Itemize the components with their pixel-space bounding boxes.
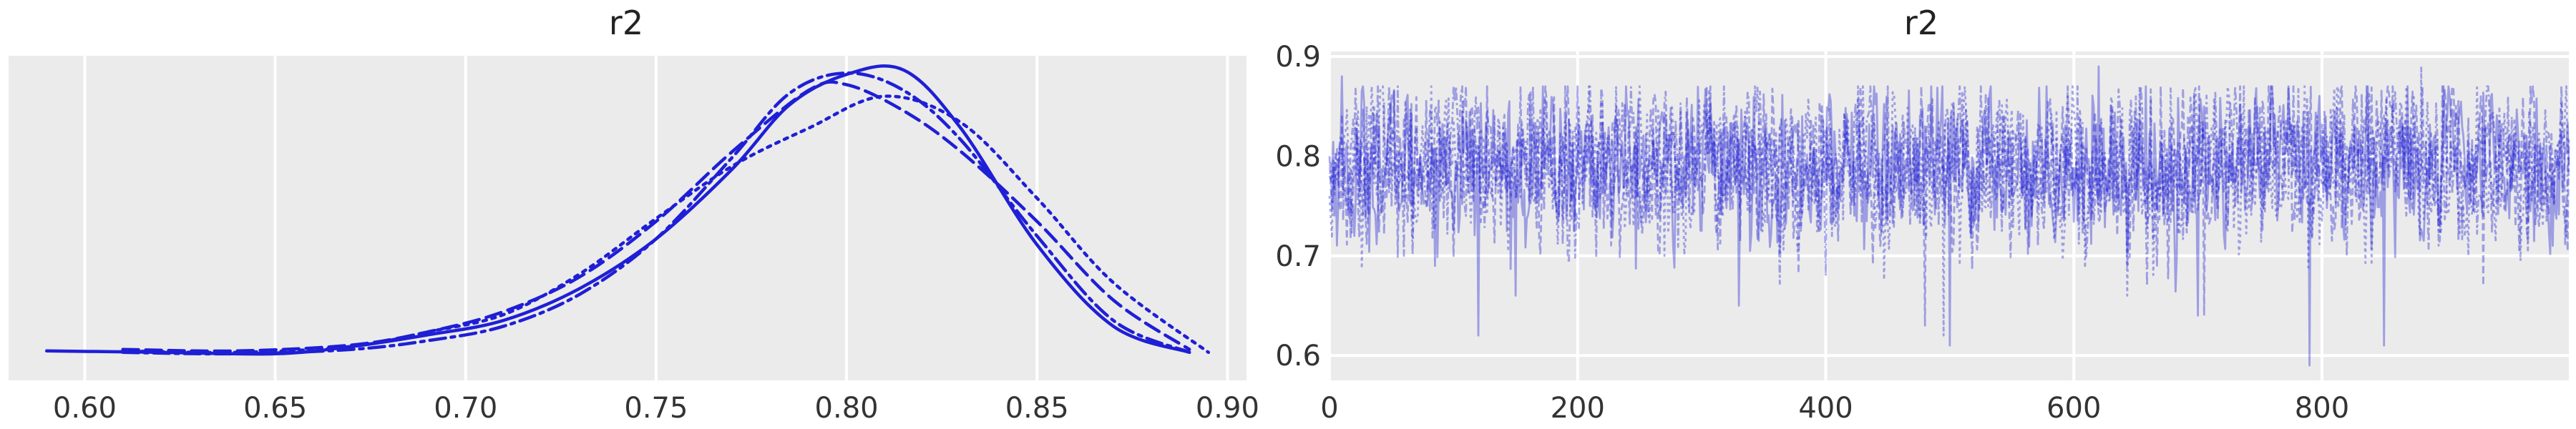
right-panel-title: r2	[1903, 4, 1939, 42]
y-tick-label: 0.8	[1275, 140, 1321, 173]
density-plot: 0.60 0.65 0.70 0.75 0.80 0.85 0.90	[9, 56, 1259, 425]
x-tick-label: 0.65	[243, 392, 307, 425]
density-line-dotted	[121, 94, 1211, 355]
x-tick-label: 0.90	[1196, 392, 1259, 425]
x-tick-label: 600	[2046, 392, 2101, 425]
y-tick-label: 0.6	[1275, 340, 1321, 373]
plot-background	[9, 56, 1246, 380]
x-tick-label: 0.85	[1005, 392, 1069, 425]
y-tick-label: 0.7	[1275, 240, 1321, 273]
trace-plot: 0 200 400 600 800 0.6 0.7 0.8 0.9	[1275, 41, 2570, 425]
density-line-dashdot	[121, 71, 1191, 356]
plot-background	[1330, 51, 2569, 380]
x-tick-label: 0	[1320, 392, 1338, 425]
x-tick-label: 0.70	[434, 392, 497, 425]
left-panel-title: r2	[608, 4, 644, 42]
x-tick-label: 0.75	[624, 392, 688, 425]
trace-line-dotted	[1328, 65, 2570, 337]
trace-line-dashed	[1328, 85, 2570, 327]
trace-line-solid	[1328, 65, 2570, 367]
x-tick-label: 0.60	[53, 392, 117, 425]
x-tick-label: 800	[2295, 392, 2349, 425]
x-tick-label: 200	[1551, 392, 1605, 425]
y-tick-label: 0.9	[1275, 41, 1321, 74]
trace-line-dashdot	[1328, 85, 2570, 287]
x-tick-label: 0.80	[815, 392, 879, 425]
x-tick-label: 400	[1798, 392, 1853, 425]
